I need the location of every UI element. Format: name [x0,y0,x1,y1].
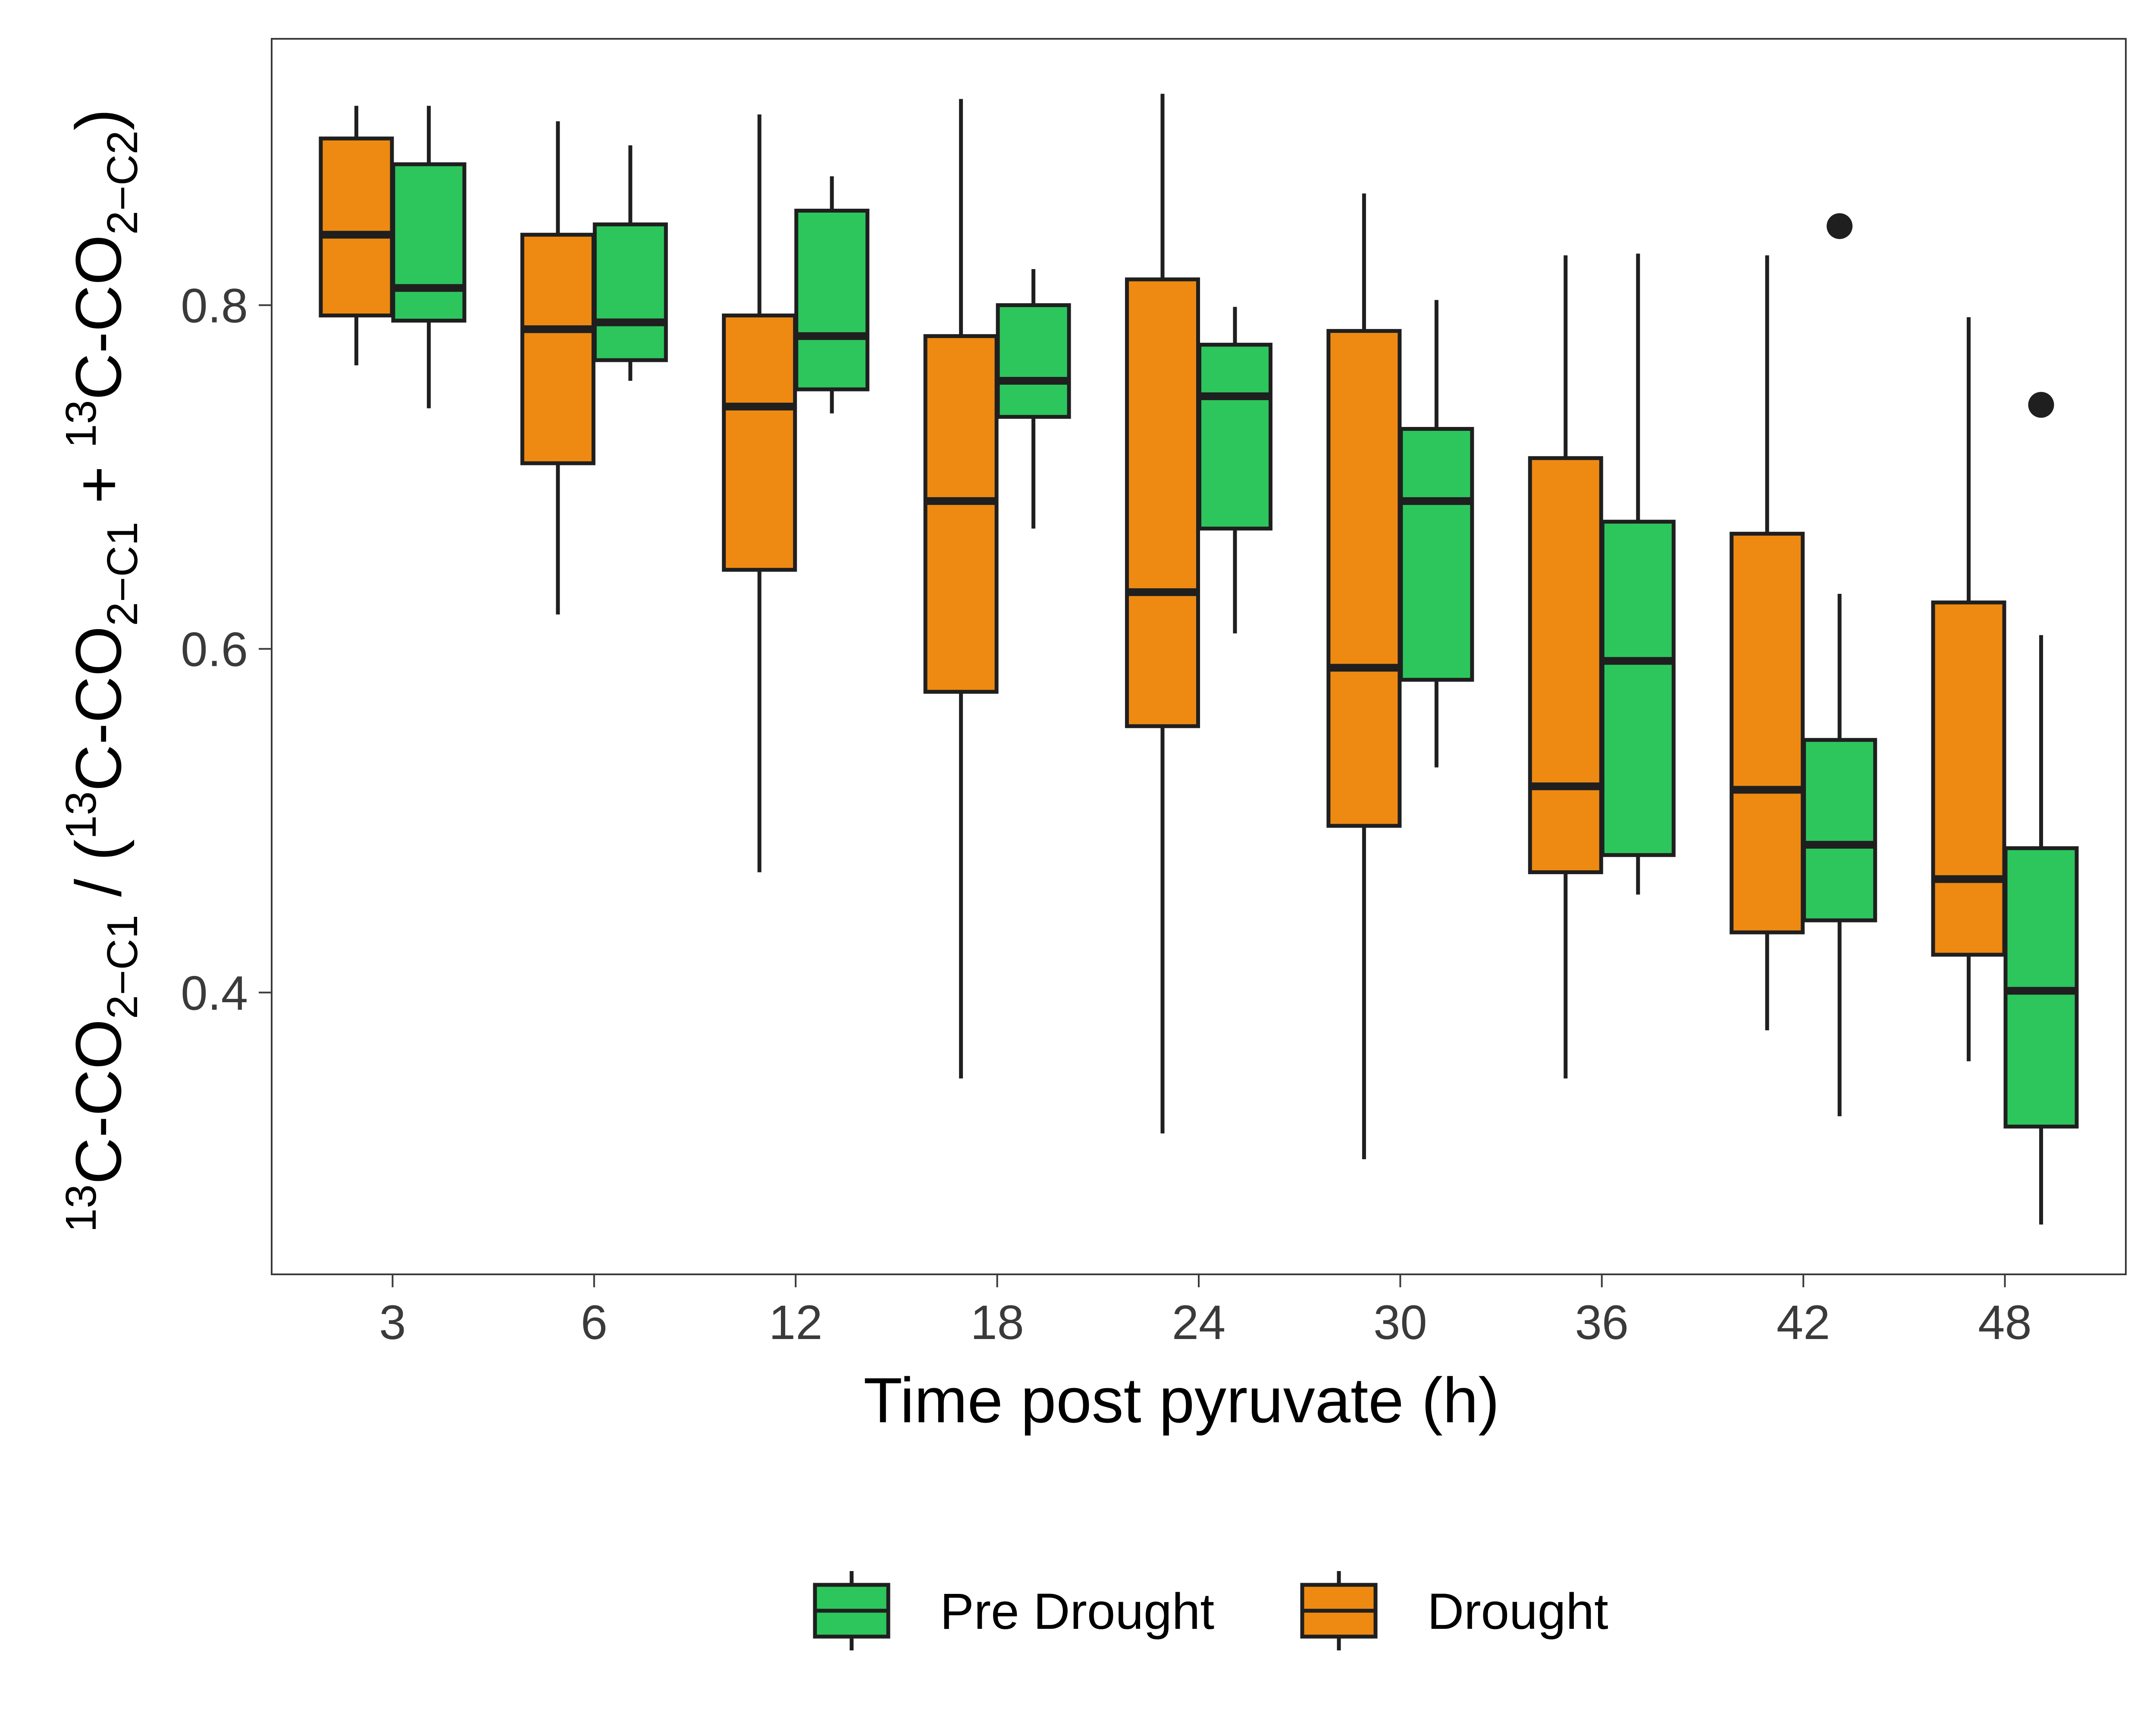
box-pre-24 [1197,307,1272,634]
box-pre-6 [592,145,668,381]
box-iqr [1197,342,1272,531]
box-iqr [1931,600,2006,957]
box-iqr [1528,456,1603,875]
box-drought-18 [923,99,999,1079]
box-pre-48 [2003,392,2079,1225]
y-title-part: 2 [98,211,147,235]
y-tick-label: 0.4 [181,966,248,1020]
box-iqr [520,232,595,465]
outlier-point [2028,392,2054,418]
x-axis-title: Time post pyruvate (h) [863,1365,1499,1436]
y-title-part: 13 [57,400,105,448]
box-drought-48 [1931,317,2006,1061]
x-tick-label: 3 [379,1295,406,1349]
y-title-part: C-CO [62,1019,135,1184]
box-iqr [319,136,394,318]
x-tick-label: 24 [1172,1295,1226,1349]
box-pre-42 [1802,213,1877,1117]
box-drought-3 [319,106,394,366]
box-iqr [592,222,668,362]
y-title-part: 13 [57,1184,105,1232]
x-tick-label: 30 [1373,1295,1427,1349]
legend-label: Pre Drought [940,1583,1214,1640]
y-title-part: −C1 [98,915,147,995]
legend-item-pre: Pre Drought [813,1571,1214,1650]
axes: 3 6 12 18 24 30 36 42 480.40.60.8 [181,38,2127,1349]
y-axis-title: 13C-CO2−C1 / (13C-CO2−C1 + 13C-CO2−C2) [57,109,147,1232]
box-iqr [1802,738,1877,922]
outlier-point [1827,213,1853,239]
box-iqr [1730,532,1805,935]
box-drought-30 [1326,193,1402,1160]
y-tick-label: 0.6 [181,623,248,677]
box-iqr [1399,427,1474,682]
legend: Pre Drought Drought [813,1571,1608,1650]
x-tick-label: 6 [581,1295,608,1349]
x-tick-label: 48 [1978,1295,2032,1349]
box-pre-36 [1600,254,1676,895]
box-iqr [996,303,1071,419]
x-tick-label: 12 [769,1295,823,1349]
y-title-part: 13 [57,791,105,839]
plot-area [319,94,2079,1225]
y-title-part: −C1 [98,522,147,602]
x-tick-label: 42 [1777,1295,1830,1349]
box-iqr [1125,277,1200,728]
x-tick-label: 18 [970,1295,1024,1349]
box-drought-36 [1528,255,1603,1079]
y-title-part: −C2 [98,130,147,210]
y-title-part: C-CO [62,235,135,400]
box-pre-30 [1399,300,1474,768]
y-title-part: 2 [98,995,147,1019]
y-title-part: 2 [98,602,147,626]
box-drought-12 [722,114,797,872]
x-tick-label: 36 [1575,1295,1629,1349]
legend-label: Drought [1427,1583,1608,1640]
y-tick-label: 0.8 [181,279,248,333]
box-iqr [1600,520,1676,857]
box-drought-24 [1125,94,1200,1134]
box-pre-3 [391,106,467,408]
y-title-part: ) [62,109,135,130]
y-title-part: / ( [62,839,135,915]
box-pre-18 [996,269,1071,529]
y-title-part: C-CO [62,626,135,791]
box-iqr [923,334,999,694]
legend-item-drought: Drought [1300,1571,1608,1650]
box-iqr [391,162,467,323]
box-pre-12 [794,176,870,414]
box-iqr [722,314,797,572]
box-drought-42 [1730,255,1805,1031]
box-iqr [1326,329,1402,828]
y-title-part: + [62,448,135,522]
box-iqr [794,208,870,392]
